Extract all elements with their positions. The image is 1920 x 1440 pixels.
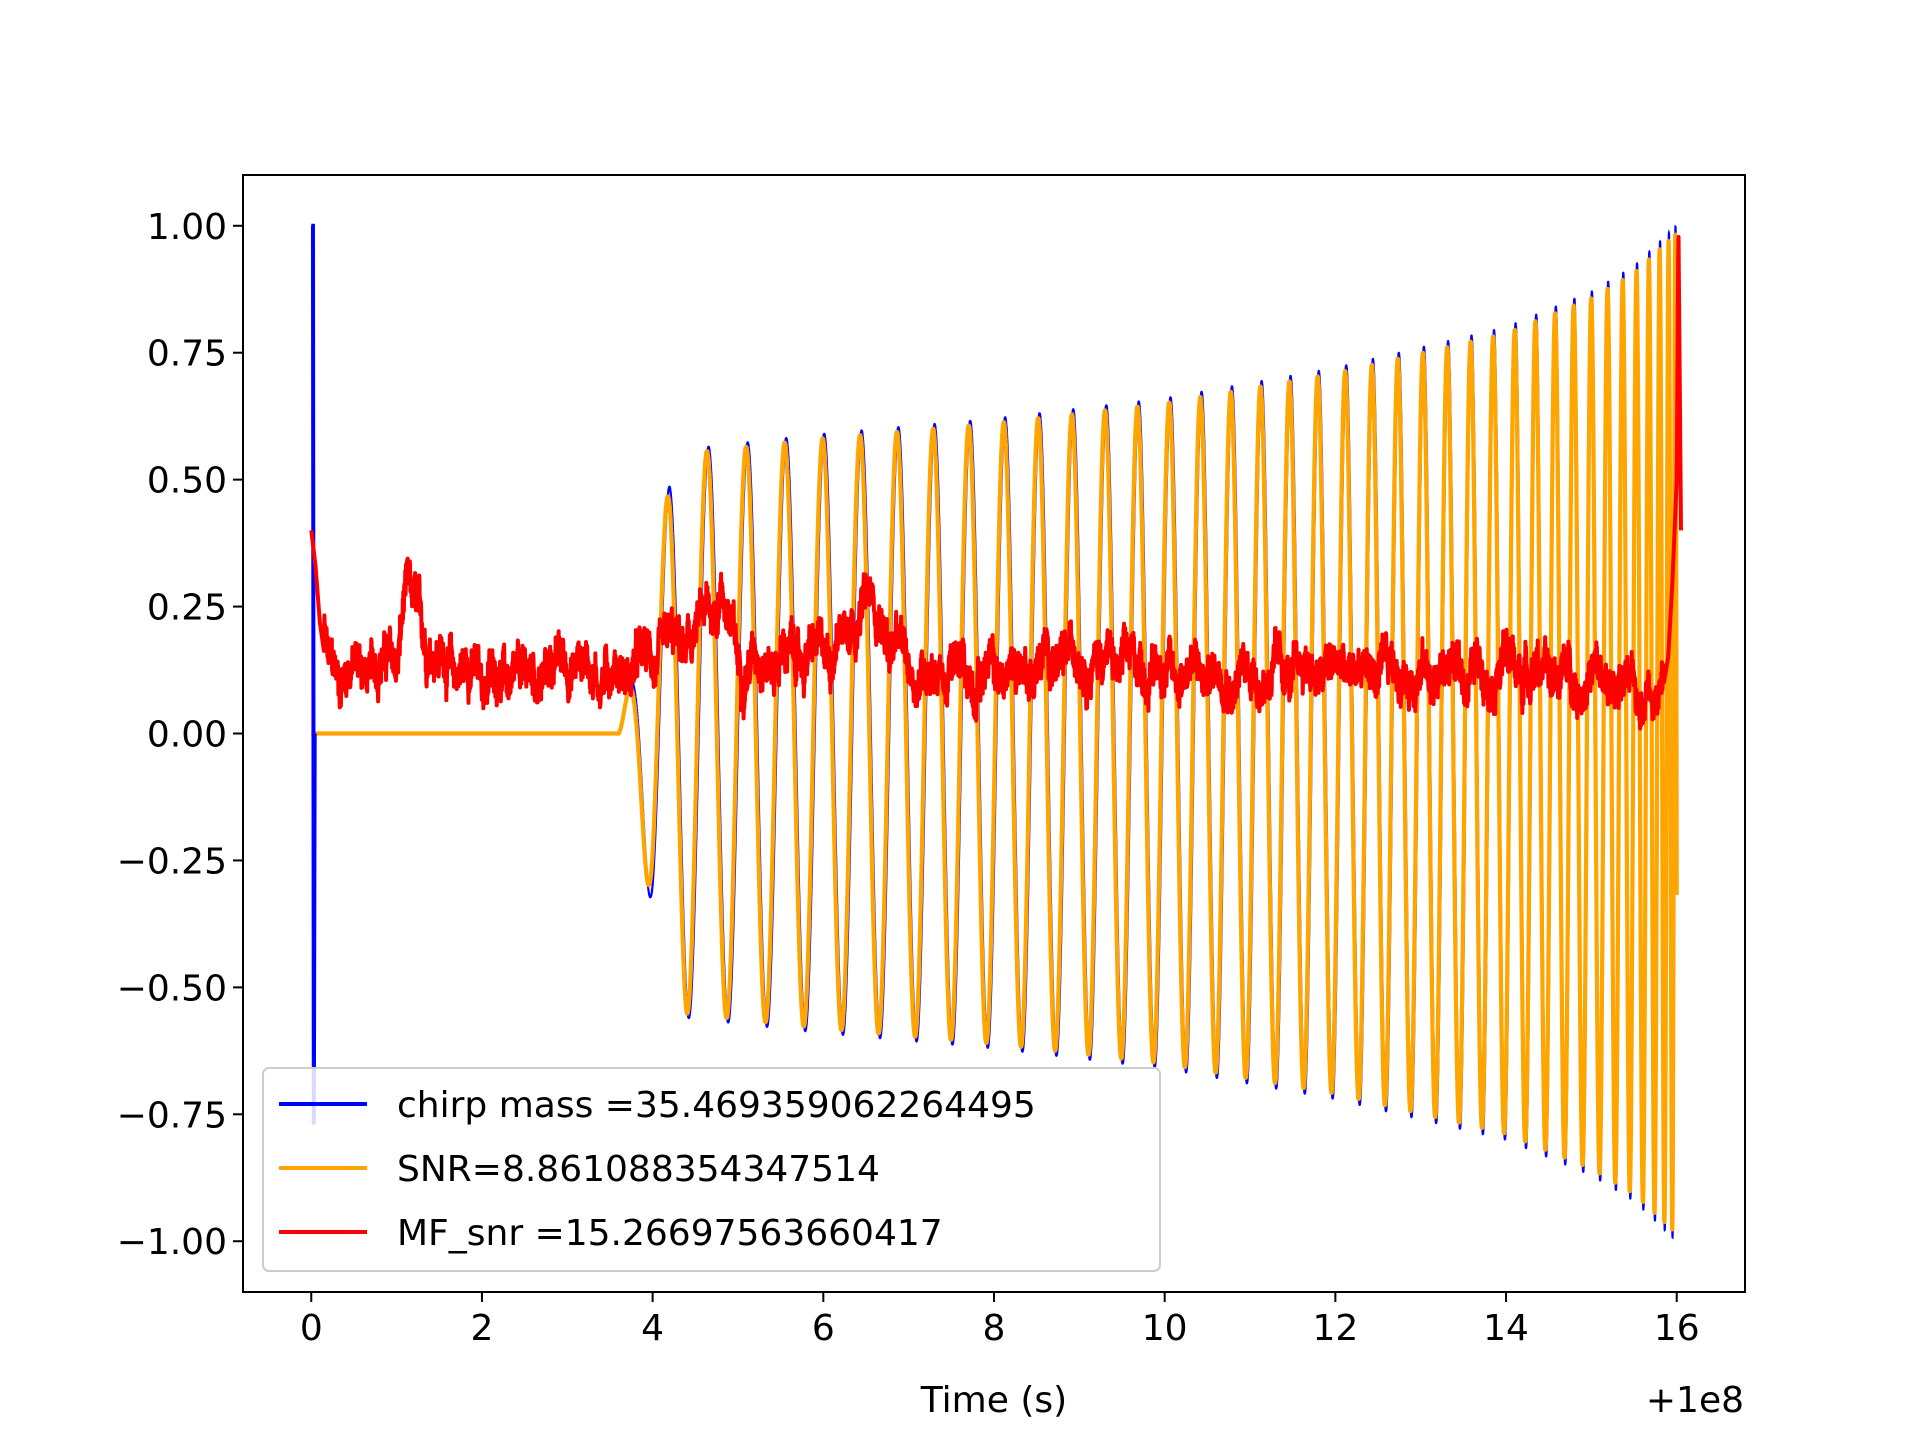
x-tick-label: 6 <box>812 1308 835 1349</box>
x-offset-label: +1e8 <box>1646 1380 1744 1421</box>
series-chirp-mass-spike <box>310 223 317 1125</box>
x-tick-label: 10 <box>1142 1308 1188 1349</box>
y-tick-label: −1.00 <box>117 1222 227 1263</box>
legend-label: SNR=8.861088354347514 <box>397 1149 880 1190</box>
y-tick-label: −0.25 <box>117 841 227 882</box>
x-tick-label: 2 <box>471 1308 494 1349</box>
y-axis: 1.00 0.75 0.50 0.25 0.00 −0.25 −0.50 −0.75 −1.00 <box>117 207 243 1263</box>
x-tick-label: 0 <box>300 1308 323 1349</box>
x-tick-label: 14 <box>1483 1308 1529 1349</box>
legend-box <box>262 1067 1161 1272</box>
y-tick-label: −0.50 <box>117 968 227 1009</box>
x-axis: 0 2 4 6 8 10 12 14 16 <box>300 1292 1700 1349</box>
series-mf-snr-line <box>309 235 1683 731</box>
x-tick-label: 8 <box>983 1308 1006 1349</box>
x-tick-label: 16 <box>1654 1308 1700 1349</box>
legend-label: chirp mass =35.469359062264495 <box>397 1085 1036 1126</box>
y-tick-label: 0.50 <box>147 461 227 502</box>
y-tick-label: 0.25 <box>147 588 227 629</box>
y-tick-label: 0.75 <box>147 334 227 375</box>
x-tick-label: 12 <box>1312 1308 1358 1349</box>
y-tick-label: 0.00 <box>147 715 227 756</box>
x-axis-label: Time (s) <box>920 1380 1067 1421</box>
x-tick-label: 4 <box>641 1308 664 1349</box>
plot-area <box>309 223 1683 1240</box>
legend: chirp mass =35.469359062264495 SNR=8.8610… <box>262 1067 1161 1272</box>
y-tick-label: 1.00 <box>147 207 227 248</box>
legend-label: MF_snr =15.26697563660417 <box>397 1213 943 1254</box>
y-tick-label: −0.75 <box>117 1095 227 1136</box>
series-snr-line <box>311 232 1679 1232</box>
